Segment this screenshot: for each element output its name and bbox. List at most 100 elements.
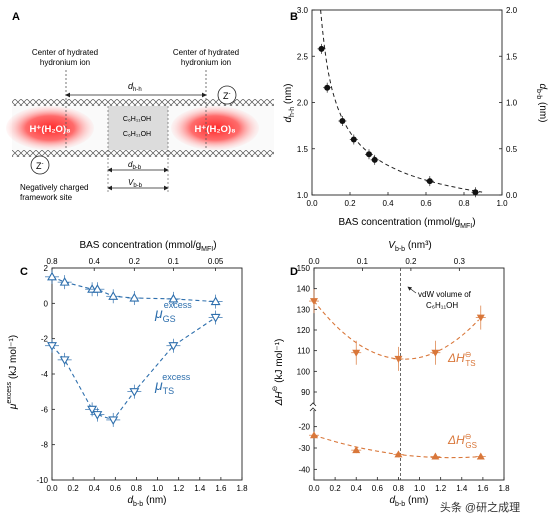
b-ytick-label: 2.5 — [297, 52, 309, 61]
panel-c-ylabel: μexcess (kJ mol⁻¹) — [6, 335, 19, 410]
d-top-xtick-label: 0.1 — [357, 257, 369, 266]
d-ts-point — [310, 298, 318, 306]
d-top-xtick-label: 0.3 — [454, 257, 466, 266]
alcohol-formula-1: C₆H₁₁OH — [123, 116, 151, 123]
panel-d-ts-fit — [313, 300, 480, 360]
d-ytick-label: 150 — [297, 264, 311, 273]
c-ytick-label: 2 — [44, 264, 49, 273]
c-ytick-label: -8 — [41, 441, 49, 450]
d-xtick-label: 1.4 — [456, 484, 468, 493]
c-xtick-label: 1.0 — [152, 484, 164, 493]
panel-b-ylabel-left: dh-h (nm) — [283, 83, 296, 122]
left-ion-formula: H⁺(H₂O)₈ — [29, 124, 70, 135]
panel-d: Vb-b (nm³) D 0.0 0.2 0.4 0.6 0.8 1.0 1.2 1.4 1.6… — [272, 240, 510, 508]
c-ts-point — [47, 342, 57, 351]
framework-site-label-1: Negatively charged — [20, 183, 88, 192]
d-ytick-label: -30 — [298, 444, 310, 453]
panel-d-ylabel: ΔH⊖ (kJ mol⁻¹) — [272, 339, 285, 407]
panel-b-xlabel: BAS concentration (mmol/gMFI) — [338, 217, 475, 230]
d-xtick-label: 0.4 — [351, 484, 363, 493]
b-data-point — [472, 189, 479, 196]
alcohol-region — [108, 106, 168, 150]
b-ytick-label: 1.5 — [297, 145, 309, 154]
d-ytick-label: 120 — [297, 326, 311, 335]
panel-c-gs-fit — [51, 276, 216, 303]
right-ion-formula: H⁺(H₂O)₈ — [194, 124, 235, 135]
vbb-label: Vb-b — [128, 178, 143, 189]
c-xtick-label: 0.2 — [68, 484, 80, 493]
right-center-label-1: Center of hydrated — [173, 48, 239, 57]
c-ts-point — [129, 388, 140, 397]
b-xtick-label: 0.4 — [382, 199, 394, 208]
d-gs-point — [394, 450, 403, 458]
panel-c-ts-fit — [51, 317, 216, 421]
d-ytick-label: -20 — [298, 423, 310, 432]
d-xtick-label: 1.6 — [477, 484, 489, 493]
b-ytick-right-label: 2.0 — [506, 6, 518, 15]
d-top-xtick-label: 0.2 — [405, 257, 417, 266]
b-data-point — [371, 156, 378, 163]
c-xtick-label: 1.8 — [236, 484, 248, 493]
c-xtick-label: 1.2 — [173, 484, 185, 493]
d-top-xtick-label: 0.0 — [308, 257, 320, 266]
c-ts-point — [92, 411, 103, 420]
z-bottom: Z- — [36, 161, 44, 171]
c-ytick-label: -6 — [41, 405, 49, 414]
framework-site-label-2: framework site — [20, 193, 73, 202]
panel-c-top-xlabel: BAS concentration (mmol/gMFI) — [79, 240, 216, 253]
z-top: Z- — [223, 91, 231, 101]
b-ytick-label: 2.0 — [297, 99, 309, 108]
dhh-label: dh-h — [128, 81, 142, 93]
panel-c-xlabel: db-b (nm) — [127, 495, 166, 508]
panel-d-top-xlabel: Vb-b (nm³) — [388, 240, 431, 253]
d-xtick-label: 1.0 — [414, 484, 426, 493]
d-xtick-label: 0.8 — [393, 484, 405, 493]
b-xtick-label: 0.0 — [306, 199, 318, 208]
b-data-point — [339, 118, 346, 124]
b-xtick-label: 1.0 — [496, 199, 508, 208]
panel-b-label: B — [290, 11, 298, 23]
top-framework-wall — [12, 99, 274, 106]
panel-a-label: A — [12, 11, 20, 23]
c-xtick-label: 1.6 — [215, 484, 227, 493]
b-ytick-right-label: 1.0 — [506, 99, 518, 108]
b-xtick-label: 0.8 — [458, 199, 470, 208]
d-xtick-label: 0.6 — [372, 484, 384, 493]
d-xtick-label: 1.2 — [435, 484, 447, 493]
c-top-xtick-label: 0.05 — [208, 257, 224, 266]
d-ytick-label: 130 — [297, 305, 311, 314]
d-ts-point — [431, 349, 440, 357]
d-gs-point — [352, 446, 361, 454]
d-ytick-label: 100 — [297, 367, 311, 376]
b-ytick-right-label: 0.5 — [506, 145, 518, 154]
c-top-xtick-label: 0.4 — [89, 257, 101, 266]
c-gs-point — [59, 277, 70, 286]
d-gs-point — [310, 431, 318, 439]
c-xtick-label: 0.0 — [46, 484, 58, 493]
b-data-point — [318, 45, 325, 52]
c-gs-point — [47, 271, 57, 281]
c-top-xtick-label: 0.8 — [46, 257, 58, 266]
c-ytick-label: -10 — [36, 476, 48, 485]
c-xtick-label: 0.8 — [131, 484, 143, 493]
framework-site-icon-top — [217, 85, 237, 105]
c-ytick-label: 0 — [44, 299, 49, 308]
panel-b-frame — [311, 9, 503, 196]
panel-c: BAS concentration (mmol/gMFI) C 0.0 0.2 0.… — [6, 240, 248, 508]
c-xtick-label: 1.4 — [194, 484, 206, 493]
d-gs-point — [431, 452, 440, 460]
legend-dh-gs: ΔH⊖ GS — [447, 432, 477, 450]
panel-c-frame — [51, 267, 243, 481]
c-ts-point — [210, 313, 221, 323]
c-xtick-label: 0.6 — [110, 484, 122, 493]
legend-mu-gs: μGSexcess — [154, 300, 192, 324]
d-ytick-label: 140 — [297, 285, 311, 294]
d-ts-point — [476, 314, 485, 322]
panel-a: A Center of hydrated hydronium ion Cente… — [6, 11, 274, 202]
b-ytick-label: 3.0 — [297, 6, 309, 15]
axis-break-icon — [309, 402, 318, 412]
c-ts-point — [87, 405, 98, 415]
c-gs-point — [129, 292, 140, 302]
framework-site-icon-bottom — [30, 155, 50, 175]
vdw-annotation-2: C₆H₁₁OH — [426, 301, 458, 310]
